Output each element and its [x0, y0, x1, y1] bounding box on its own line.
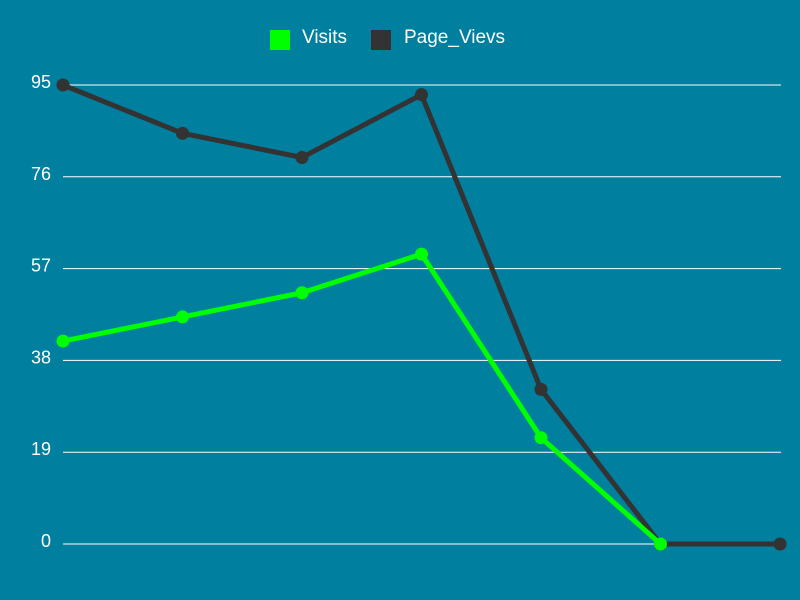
data-point-page-vievs-7[interactable]	[773, 537, 787, 551]
data-point-visits-6[interactable]	[654, 537, 667, 551]
data-point-page-vievs-2[interactable]	[176, 126, 189, 140]
data-point-visits-4[interactable]	[415, 247, 428, 261]
data-point-page-vievs-1[interactable]	[56, 78, 70, 92]
data-point-visits-5[interactable]	[534, 431, 548, 445]
y-axis-tick-labels: 0 19 38 57 76 95	[31, 72, 51, 551]
y-tick-label-38: 38	[31, 347, 51, 367]
data-point-visits-1[interactable]	[56, 334, 70, 348]
data-point-page-vievs-5[interactable]	[534, 382, 548, 396]
y-tick-label-57: 57	[31, 256, 51, 276]
data-point-page-vievs-3[interactable]	[295, 150, 309, 164]
y-tick-label-95: 95	[31, 72, 51, 92]
legend-swatch-visits	[270, 30, 290, 50]
series-page-vievs	[56, 78, 787, 551]
y-tick-label-19: 19	[31, 439, 51, 459]
grid	[63, 84, 781, 545]
data-point-visits-3[interactable]	[295, 286, 309, 300]
legend: Visits Page_Vievs	[270, 27, 505, 50]
series-visits	[56, 247, 667, 551]
data-point-visits-2[interactable]	[176, 310, 189, 324]
series-line-visits	[62, 251, 663, 546]
y-tick-label-0: 0	[41, 531, 51, 551]
legend-item-visits[interactable]: Visits	[270, 27, 347, 50]
series-line-page-vievs	[62, 82, 780, 547]
legend-label-page-vievs: Page_Vievs	[404, 27, 505, 48]
series-lines	[56, 78, 787, 551]
y-tick-label-76: 76	[31, 164, 51, 184]
data-point-page-vievs-4[interactable]	[415, 88, 428, 102]
legend-item-page-vievs[interactable]: Page_Vievs	[371, 27, 505, 50]
legend-label-visits: Visits	[302, 27, 347, 48]
legend-swatch-page-vievs	[371, 30, 391, 50]
